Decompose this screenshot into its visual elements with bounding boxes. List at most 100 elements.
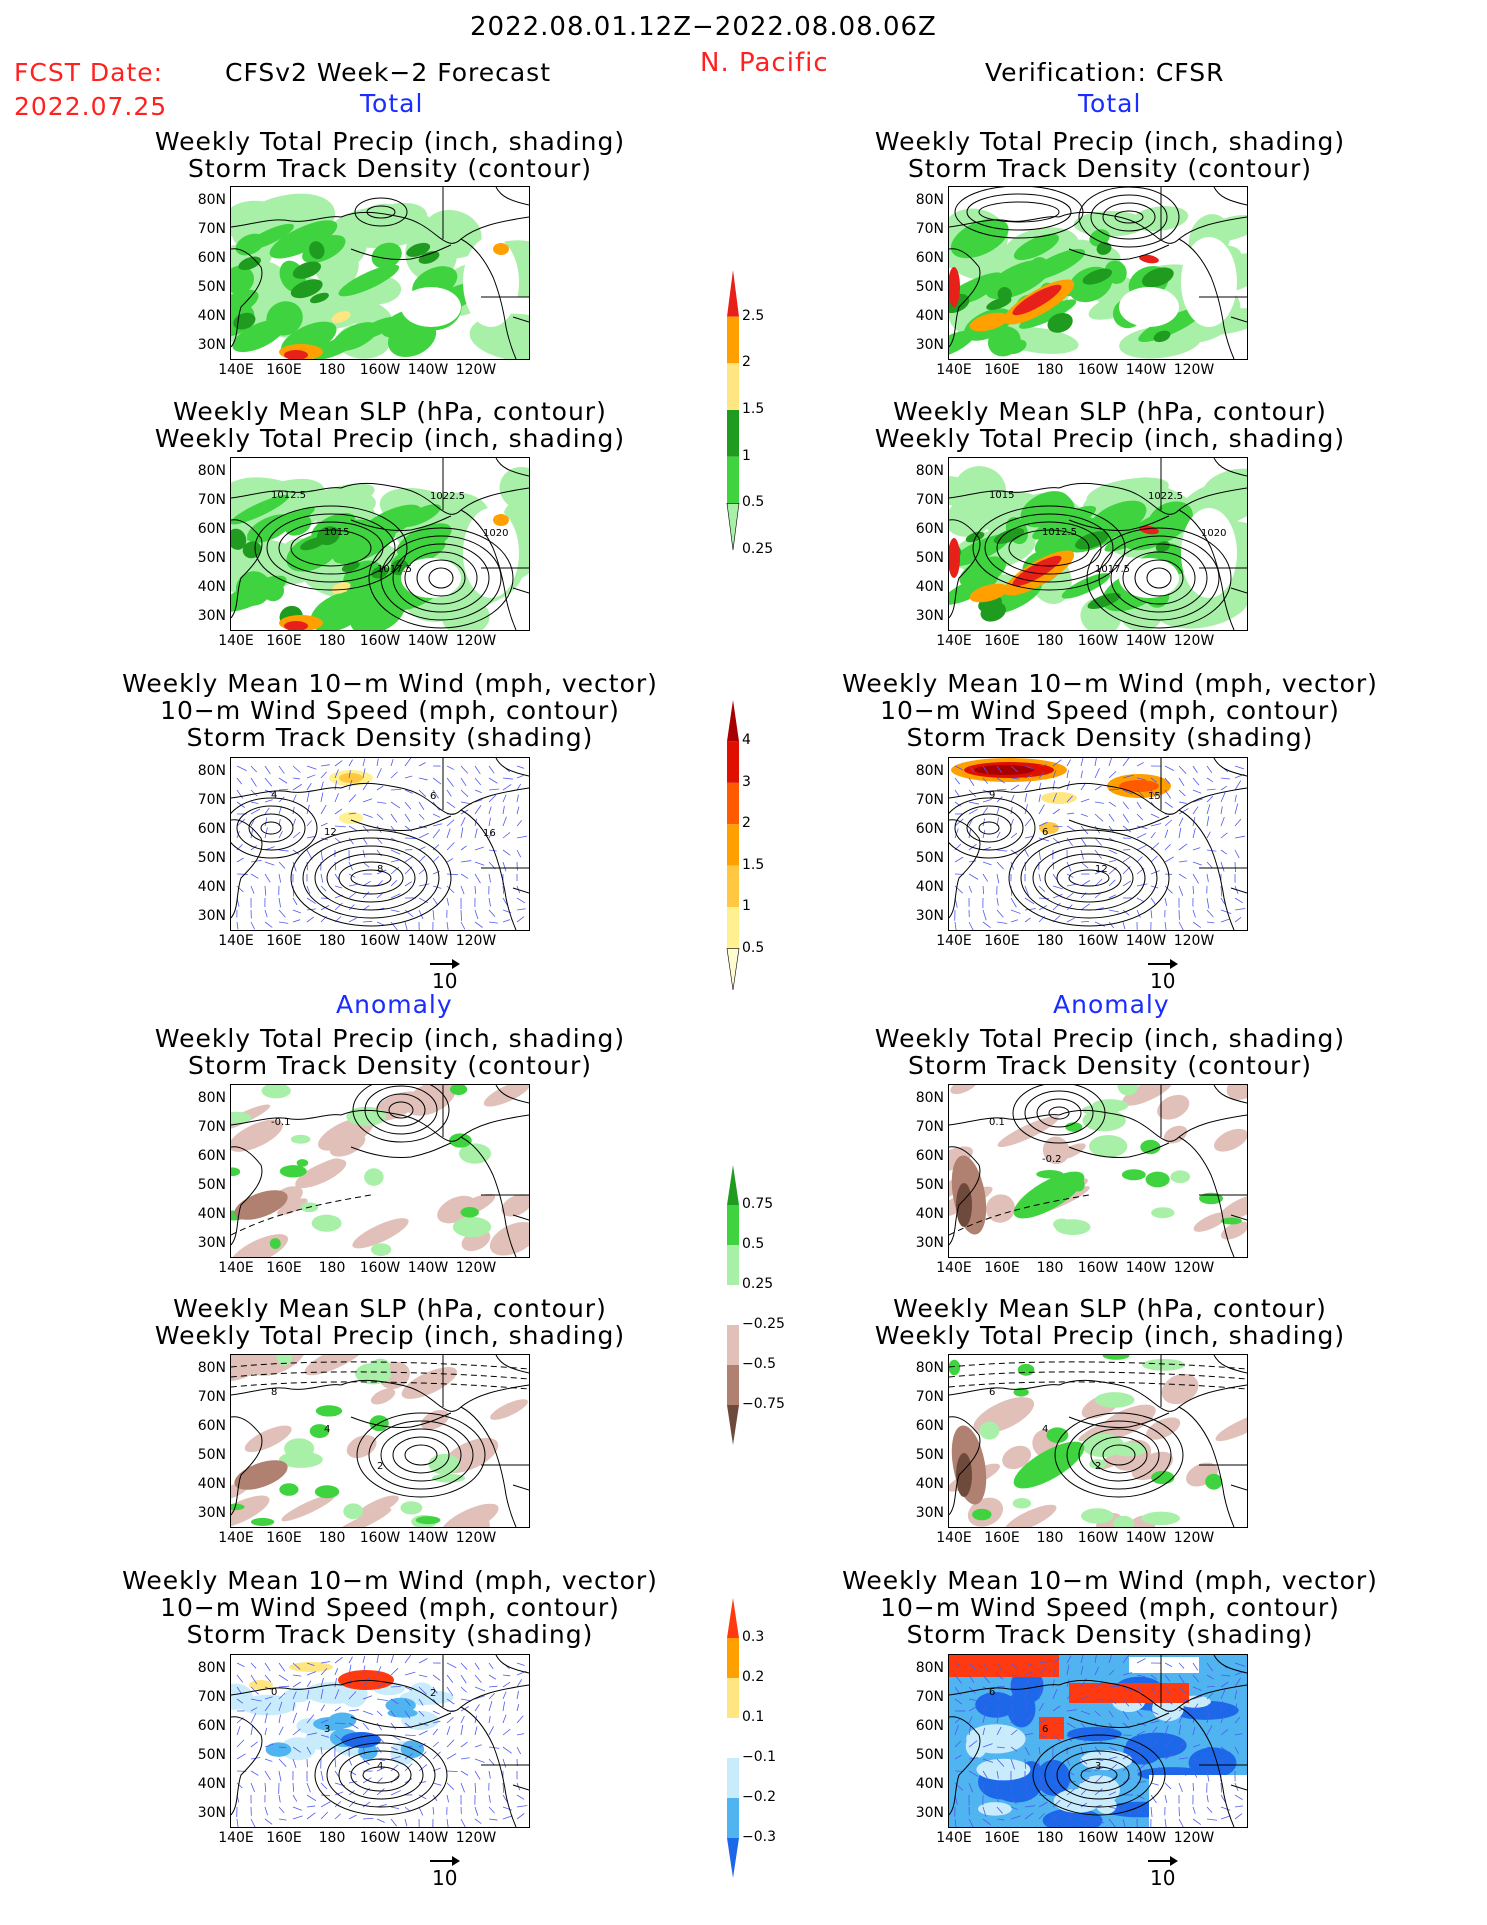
contour-label: 1015: [989, 490, 1014, 501]
lat-tick-label: 70N: [915, 792, 944, 808]
lat-tick-label: 70N: [197, 792, 226, 808]
lat-tick-label: 50N: [197, 1177, 226, 1193]
vector-reference-arrow: [430, 959, 460, 969]
lon-tick-label: 160E: [984, 1830, 1020, 1846]
vector-reference-arrow: [1148, 959, 1178, 969]
lat-tick-label: 40N: [915, 308, 944, 324]
lon-tick-label: 120W: [455, 933, 497, 949]
map-canvas: 9 6 12 15: [949, 758, 1247, 930]
lat-tick-label: 70N: [915, 1119, 944, 1135]
panel-title-line: Weekly Mean SLP (hPa, contour): [893, 397, 1327, 426]
lat-tick-label: 30N: [915, 608, 944, 624]
vector-reference-label: 10: [1150, 969, 1176, 993]
map-panel-fcst-5: 8 4 2: [230, 1354, 530, 1528]
lat-tick-label: 30N: [197, 1805, 226, 1821]
lon-tick-label: 140W: [1125, 1830, 1167, 1846]
lon-tick-label: 180: [1036, 1830, 1064, 1846]
lon-tick-label: 180: [318, 362, 346, 378]
lat-tick-label: 70N: [197, 1119, 226, 1135]
contour-label: -0.2: [1042, 1154, 1062, 1165]
lat-tick-label: 80N: [197, 463, 226, 479]
lon-tick-label: 140E: [218, 633, 254, 649]
map-canvas: 0.1 -0.2: [949, 1085, 1247, 1257]
panel-title: Weekly Mean 10−m Wind (mph, vector) 10−m …: [110, 670, 670, 751]
lat-tick-label: 30N: [915, 337, 944, 353]
lat-tick-label: 70N: [197, 1389, 226, 1405]
panel-title: Weekly Mean 10−m Wind (mph, vector) 10−m …: [830, 670, 1390, 751]
contour-label: 4: [324, 1424, 330, 1435]
panel-title-line: Weekly Mean 10−m Wind (mph, vector): [842, 669, 1378, 698]
colorbar-storm_anom: [727, 1598, 739, 1878]
contour-label: 6: [430, 791, 436, 802]
lon-tick-label: 120W: [455, 362, 497, 378]
lon-tick-label: 140E: [218, 933, 254, 949]
panel-title-line: 10−m Wind Speed (mph, contour): [160, 696, 620, 725]
contour-label: 3: [324, 1724, 330, 1735]
vector-reference-label: 10: [1150, 1866, 1176, 1890]
lat-tick-label: 40N: [915, 579, 944, 595]
panel-title-line: Storm Track Density (shading): [186, 723, 594, 752]
lon-tick-label: 140E: [936, 1260, 972, 1276]
lon-tick-label: 180: [1036, 362, 1064, 378]
lat-tick-label: 30N: [197, 1505, 226, 1521]
map-canvas: 8 4 2: [231, 1355, 529, 1527]
lon-tick-label: 140E: [936, 933, 972, 949]
lat-tick-label: 80N: [915, 763, 944, 779]
contour-label: 4: [271, 790, 277, 801]
map-canvas: 6 6 3: [949, 1655, 1247, 1827]
lon-tick-label: 120W: [455, 1830, 497, 1846]
lat-tick-label: 80N: [197, 1090, 226, 1106]
lon-tick-label: 120W: [1173, 1530, 1215, 1546]
panel-title-line: Storm Track Density (shading): [906, 723, 1314, 752]
map-panel-fcst-6: 0 3 4 2: [230, 1654, 530, 1828]
lon-tick-label: 160W: [1077, 933, 1119, 949]
lat-tick-label: 50N: [915, 279, 944, 295]
colorbar-label: 0.75: [742, 1196, 774, 1212]
vector-reference-label: 10: [432, 969, 458, 993]
lat-tick-label: 70N: [915, 1689, 944, 1705]
colorbar-label: 2.5: [742, 307, 765, 324]
contour-label: 6: [989, 1687, 995, 1698]
map-panel-cfsr-5: 6 4 2: [948, 1354, 1248, 1528]
map-canvas: 1012.5 1015 1017.5 1022.5 1020: [231, 458, 529, 630]
lat-tick-label: 80N: [197, 763, 226, 779]
lat-tick-label: 70N: [915, 221, 944, 237]
lon-tick-label: 140W: [1125, 633, 1167, 649]
panel-title-line: Storm Track Density (contour): [187, 154, 593, 183]
map-canvas: 1015 1012.5 1017.5 1022.5 1020: [949, 458, 1247, 630]
lat-tick-label: 40N: [915, 879, 944, 895]
lon-tick-label: 160E: [984, 633, 1020, 649]
map-panel-fcst-4: -0.1: [230, 1084, 530, 1258]
vector-reference-arrow: [430, 1856, 460, 1866]
contour-label: 8: [377, 864, 383, 875]
colorbar-label: −0.25: [742, 1316, 785, 1332]
lon-tick-label: 160E: [984, 362, 1020, 378]
colorbar-storm_total: [726, 700, 740, 991]
lat-tick-label: 80N: [915, 1360, 944, 1376]
lat-tick-label: 70N: [197, 221, 226, 237]
map-panel-cfsr-2: 1015 1012.5 1017.5 1022.5 1020: [948, 457, 1248, 631]
lat-tick-label: 40N: [915, 1206, 944, 1222]
colorbar-label: 0.5: [742, 494, 765, 511]
lon-tick-label: 120W: [1173, 1830, 1215, 1846]
contour-label: 9: [989, 790, 995, 801]
lat-tick-label: 30N: [915, 1805, 944, 1821]
map-panel-cfsr-1: [948, 186, 1248, 360]
lat-tick-label: 40N: [915, 1476, 944, 1492]
lon-tick-label: 180: [1036, 1530, 1064, 1546]
lat-tick-label: 30N: [915, 1235, 944, 1251]
map-panel-fcst-3: 4 12 8 6 16: [230, 757, 530, 931]
panel-title-line: Weekly Total Precip (inch, shading): [874, 424, 1346, 453]
panel-title-line: Weekly Mean SLP (hPa, contour): [173, 397, 607, 426]
lon-tick-label: 160W: [359, 362, 401, 378]
colorbar-label: 0.25: [742, 1276, 774, 1292]
lon-tick-label: 140W: [1125, 1260, 1167, 1276]
contour-label: 1022.5: [1148, 491, 1183, 502]
contour-label: 8: [271, 1387, 277, 1398]
lon-tick-label: 140W: [407, 362, 449, 378]
panel-title-line: Weekly Mean 10−m Wind (mph, vector): [122, 1566, 658, 1595]
lat-tick-label: 30N: [197, 337, 226, 353]
contour-label: 15: [1148, 791, 1161, 802]
lon-tick-label: 180: [1036, 633, 1064, 649]
panel-title-line: Weekly Total Precip (inch, shading): [154, 424, 626, 453]
